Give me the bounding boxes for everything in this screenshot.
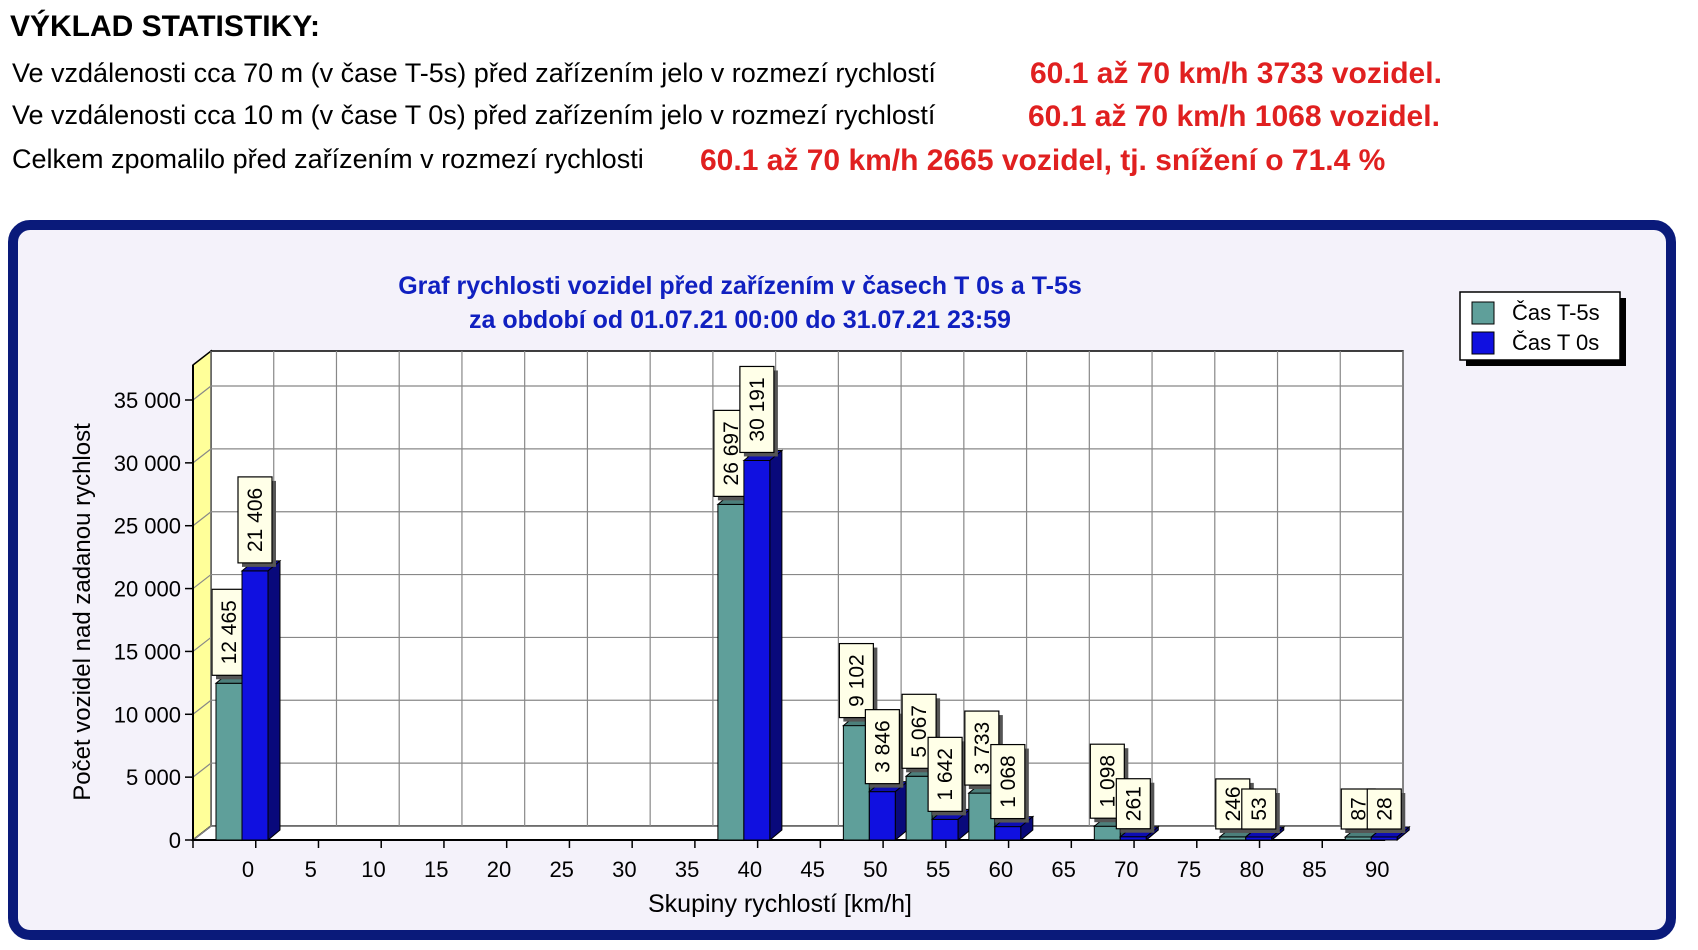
stat-line-2-text: Ve vzdálenosti cca 10 m (v čase T 0s) př…	[12, 100, 936, 130]
bar-t-0s	[743, 459, 771, 841]
data-label: 1 642	[934, 748, 957, 801]
data-label: 87	[1347, 797, 1370, 820]
x-tick-label: 50	[863, 857, 887, 882]
data-label: 5 067	[908, 705, 931, 758]
x-tick-label: 35	[675, 857, 699, 882]
data-label: 246	[1222, 786, 1245, 821]
x-tick-label: 80	[1240, 857, 1264, 882]
chart-back-wall	[210, 350, 1404, 827]
bar-t-5s	[717, 503, 745, 841]
legend-label: Čas T-5s	[1512, 300, 1600, 325]
y-tick-label: 20 000	[114, 577, 181, 602]
data-label: 26 697	[720, 421, 743, 485]
bar-t-0s	[994, 826, 1022, 841]
data-label-box	[927, 736, 963, 812]
x-tick-label: 75	[1177, 857, 1201, 882]
bar-side	[267, 559, 281, 842]
legend-swatch	[1471, 301, 1495, 325]
gridline-wall	[192, 762, 212, 778]
legend-swatch	[1471, 331, 1495, 355]
data-label-box	[1366, 788, 1402, 830]
statistics-heading: VÝKLAD STATISTIKY:	[10, 10, 320, 43]
data-label: 53	[1248, 797, 1271, 820]
bar-t-5s	[215, 682, 243, 841]
y-tick-label: 35 000	[114, 388, 181, 413]
x-tick-label: 5	[305, 857, 317, 882]
x-tick-label: 90	[1365, 857, 1389, 882]
data-label: 9 102	[845, 654, 868, 707]
chart-subtitle: za období od 01.07.21 00:00 do 31.07.21 …	[469, 306, 1011, 334]
data-label-box	[1115, 778, 1151, 830]
gridline-wall	[192, 636, 212, 652]
data-label: 1 098	[1096, 755, 1119, 808]
data-label-box	[739, 365, 775, 454]
data-label: 30 191	[746, 377, 769, 441]
legend-label: Čas T 0s	[1512, 330, 1599, 355]
data-label-box	[990, 743, 1026, 820]
gridline-wall	[192, 699, 212, 715]
y-tick-label: 25 000	[114, 514, 181, 539]
data-label: 261	[1122, 786, 1145, 821]
bar-t-0s	[868, 791, 896, 841]
x-tick-label: 70	[1114, 857, 1138, 882]
x-tick-label: 25	[549, 857, 573, 882]
x-tick-label: 30	[612, 857, 636, 882]
x-axis-label: Skupiny rychlostí [km/h]	[648, 890, 912, 918]
data-label: 21 406	[244, 488, 267, 552]
data-label-box	[1241, 788, 1277, 830]
x-tick-label: 60	[989, 857, 1013, 882]
data-label: 28	[1373, 797, 1396, 820]
gridline-wall	[192, 385, 212, 401]
data-label-box	[864, 709, 900, 785]
y-axis-label: Počet vozidel nad zadanou rychlost	[69, 423, 96, 801]
x-tick-label: 0	[242, 857, 254, 882]
data-label: 3 846	[871, 720, 894, 773]
x-tick-label: 45	[800, 857, 824, 882]
bar-t-0s	[931, 818, 959, 841]
y-tick-label: 10 000	[114, 702, 181, 727]
data-label-box	[211, 588, 247, 676]
y-tick-label: 30 000	[114, 451, 181, 476]
bar-side	[1020, 815, 1034, 842]
stat-line-1-value: 60.1 až 70 km/h 3733 vozidel.	[1030, 57, 1442, 90]
x-tick-label: 10	[361, 857, 385, 882]
stat-line-2-value: 60.1 až 70 km/h 1068 vozidel.	[1028, 100, 1440, 133]
bar-t-0s	[241, 570, 269, 841]
gridline-wall	[192, 825, 212, 841]
gridline-wall	[192, 448, 212, 464]
x-tick-label: 40	[738, 857, 762, 882]
stat-line-3-value: 60.1 až 70 km/h 2665 vozidel, tj. snížen…	[700, 144, 1386, 177]
y-tick-label: 15 000	[114, 639, 181, 664]
chart-title: Graf rychlosti vozidel před zařízením v …	[398, 272, 1082, 300]
x-tick-label: 65	[1051, 857, 1075, 882]
y-tick-label: 5 000	[126, 765, 181, 790]
data-label: 12 465	[218, 600, 241, 664]
stat-line-3-text: Celkem zpomalilo před zařízením v rozmez…	[12, 144, 644, 174]
gridline-wall	[192, 574, 212, 590]
data-label: 3 733	[971, 722, 994, 775]
data-label: 1 068	[997, 755, 1020, 808]
data-label-box	[838, 642, 874, 719]
chart-left-wall	[192, 349, 212, 842]
data-label-box	[237, 476, 273, 564]
x-tick-label: 20	[487, 857, 511, 882]
x-tick-label: 85	[1302, 857, 1326, 882]
bar-side	[894, 780, 908, 842]
x-tick-label: 15	[424, 857, 448, 882]
stat-line-1-text: Ve vzdálenosti cca 70 m (v čase T-5s) př…	[12, 58, 936, 88]
x-tick-label: 55	[926, 857, 950, 882]
bar-side	[769, 449, 783, 842]
y-tick-label: 0	[169, 828, 181, 853]
gridline-wall	[192, 511, 212, 527]
